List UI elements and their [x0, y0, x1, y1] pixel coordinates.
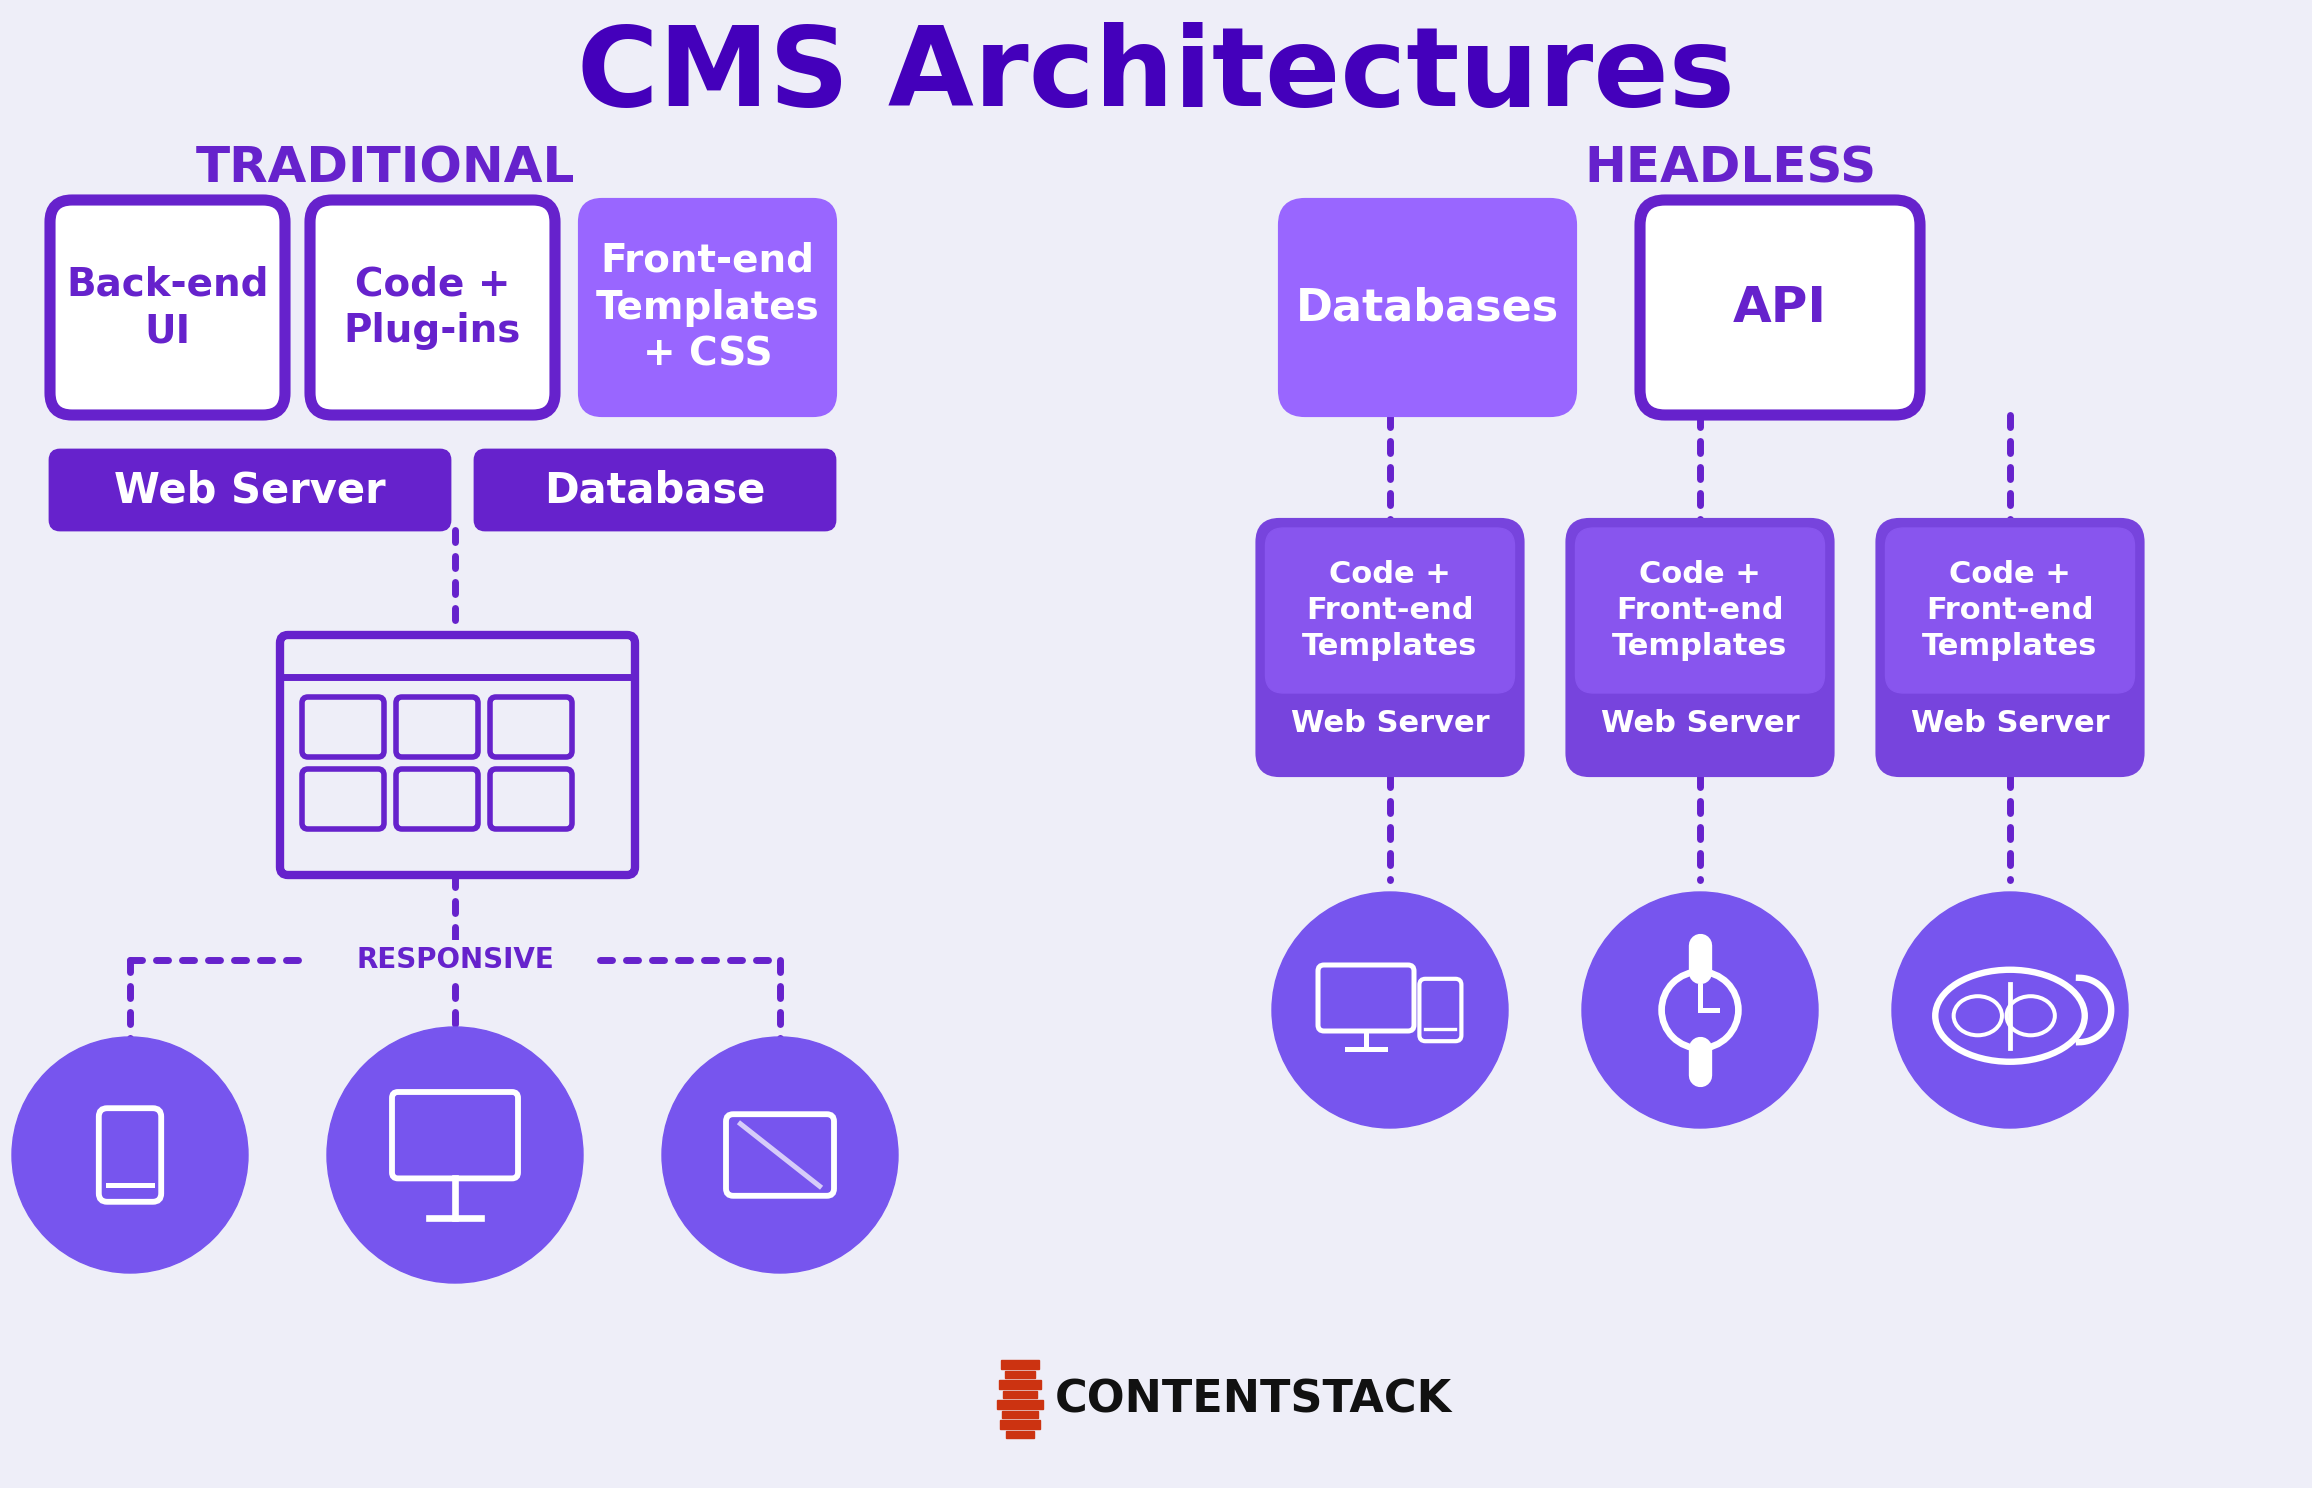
Circle shape	[1272, 891, 1507, 1128]
Text: HEADLESS: HEADLESS	[1584, 144, 1875, 192]
FancyBboxPatch shape	[395, 769, 479, 829]
FancyBboxPatch shape	[1420, 979, 1461, 1042]
FancyBboxPatch shape	[303, 769, 384, 829]
FancyBboxPatch shape	[474, 449, 835, 530]
FancyBboxPatch shape	[280, 635, 636, 875]
FancyBboxPatch shape	[490, 769, 571, 829]
Text: Database: Database	[543, 469, 765, 510]
FancyBboxPatch shape	[1877, 519, 2143, 775]
Text: CONTENTSTACK: CONTENTSTACK	[1054, 1378, 1452, 1421]
Text: Code +
Plug-ins: Code + Plug-ins	[344, 265, 520, 350]
Text: Databases: Databases	[1295, 286, 1558, 329]
Circle shape	[326, 1027, 583, 1283]
Circle shape	[12, 1037, 247, 1274]
FancyBboxPatch shape	[1281, 199, 1574, 415]
Text: CMS Architectures: CMS Architectures	[578, 21, 1734, 128]
Text: Code +
Front-end
Templates: Code + Front-end Templates	[1611, 559, 1787, 661]
Bar	[1001, 1360, 1038, 1369]
Text: Web Server: Web Server	[1910, 708, 2109, 738]
Text: Back-end
UI: Back-end UI	[67, 265, 268, 350]
Text: Web Server: Web Server	[113, 469, 386, 510]
FancyBboxPatch shape	[1887, 528, 2134, 693]
Bar	[1006, 1431, 1033, 1437]
Bar	[1001, 1420, 1040, 1428]
Text: Code +
Front-end
Templates: Code + Front-end Templates	[1302, 559, 1477, 661]
FancyBboxPatch shape	[1265, 528, 1514, 693]
FancyBboxPatch shape	[1639, 199, 1919, 415]
Text: API: API	[1734, 284, 1826, 332]
Circle shape	[661, 1037, 897, 1274]
FancyBboxPatch shape	[310, 199, 555, 415]
Text: Code +
Front-end
Templates: Code + Front-end Templates	[1921, 559, 2097, 661]
Bar	[1003, 1391, 1038, 1399]
Text: Web Server: Web Server	[1600, 708, 1799, 738]
FancyBboxPatch shape	[490, 696, 571, 757]
Bar	[1001, 1411, 1038, 1418]
Bar	[999, 1379, 1040, 1388]
FancyBboxPatch shape	[1574, 528, 1824, 693]
Circle shape	[1581, 891, 1817, 1128]
FancyBboxPatch shape	[51, 199, 284, 415]
FancyBboxPatch shape	[1258, 519, 1524, 775]
FancyBboxPatch shape	[303, 696, 384, 757]
FancyBboxPatch shape	[51, 449, 451, 530]
Bar	[1006, 1370, 1036, 1378]
Text: RESPONSIVE: RESPONSIVE	[356, 946, 555, 975]
FancyBboxPatch shape	[580, 199, 835, 415]
Text: Web Server: Web Server	[1290, 708, 1489, 738]
Bar	[996, 1400, 1043, 1409]
FancyBboxPatch shape	[395, 696, 479, 757]
Circle shape	[1891, 891, 2127, 1128]
Text: Front-end
Templates
+ CSS: Front-end Templates + CSS	[596, 241, 818, 373]
FancyBboxPatch shape	[1568, 519, 1833, 775]
Text: TRADITIONAL: TRADITIONAL	[194, 144, 576, 192]
